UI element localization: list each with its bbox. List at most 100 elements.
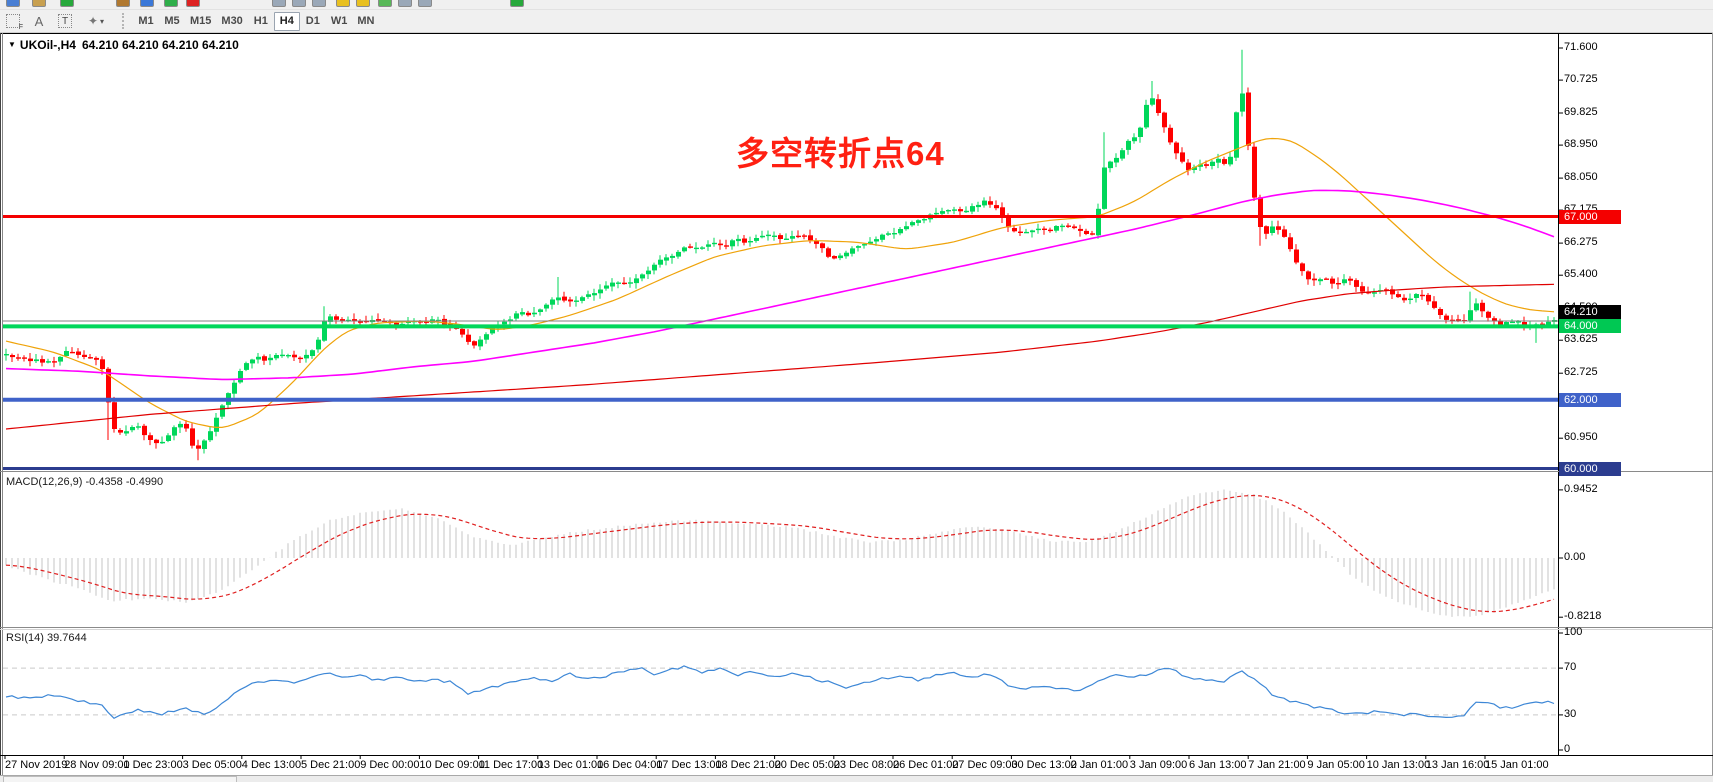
clipped-toolbar-icon[interactable]: [312, 0, 326, 7]
time-tick-label: 5 Dec 21:00: [301, 759, 361, 771]
clipped-toolbar-icon[interactable]: [60, 0, 74, 7]
time-tick-label: 4 Dec 13:00: [241, 759, 302, 771]
time-tick-label: 9 Jan 05:00: [1307, 759, 1365, 771]
current-price-label: 64.210: [1559, 304, 1621, 319]
clipped-toolbar-icon[interactable]: [378, 0, 392, 7]
clipped-toolbar-icon[interactable]: [356, 0, 370, 7]
price-line-label: 67.000: [1559, 209, 1621, 224]
rsi-name: RSI(14): [6, 632, 44, 644]
price-tick-label: 68.050: [1564, 171, 1598, 184]
time-tick-label: 9 Dec 00:00: [360, 759, 420, 771]
chart-window: ▼ UKOil-,H4 64.210 64.210 64.210 64.210 多空…: [0, 33, 1713, 782]
chart-quote-values: 64.210 64.210 64.210 64.210: [81, 38, 239, 52]
timeframe-button-d1[interactable]: D1: [305, 15, 320, 27]
time-tick-label: 13 Jan 16:00: [1425, 759, 1490, 771]
window-bottom-strip: [0, 775, 1713, 782]
text-tool-label: T: [61, 15, 69, 27]
rsi-tick-label: 0: [1564, 743, 1571, 755]
chevron-down-icon: ▾: [100, 16, 105, 26]
price-tick-label: 65.400: [1564, 268, 1598, 281]
price-tick-label: 63.625: [1564, 333, 1598, 346]
time-tick-label: 27 Nov 2019: [5, 759, 68, 771]
macd-value-signal: -0.4990: [125, 476, 164, 488]
macd-indicator-label: MACD(12,26,9) -0.4358 -0.4990: [6, 476, 163, 488]
symbol-dropdown-icon[interactable]: ▼: [8, 40, 16, 49]
chart-canvas[interactable]: [0, 33, 1713, 782]
clipped-toolbar-icon[interactable]: [398, 0, 412, 7]
shapes-icon: ✦: [87, 14, 99, 28]
clipped-toolbar-icon[interactable]: [164, 0, 178, 7]
clipped-toolbar-icon[interactable]: [32, 0, 46, 7]
price-line-label: 62.000: [1559, 392, 1621, 407]
timeframe-button-m5[interactable]: M5: [164, 15, 180, 27]
shapes-tool-button[interactable]: ✦ ▾: [79, 12, 113, 31]
price-tick-label: 68.950: [1564, 138, 1598, 151]
time-tick-label: 27 Dec 09:00: [952, 759, 1018, 771]
time-tick-label: 2 Jan 01:00: [1070, 759, 1129, 771]
toolbar: F A T ✦ ▾ M1 M5 M15 M30 H1 H4 D1 W1 MN: [0, 10, 1713, 33]
time-tick-label: 1 Dec 23:00: [123, 759, 183, 771]
chart-tab-stub[interactable]: [3, 776, 237, 782]
price-tick-label: 60.950: [1564, 431, 1598, 444]
price-line-label: 60.000: [1559, 462, 1621, 476]
chart-symbol-label: UKOil-,H4: [19, 38, 76, 52]
timeframe-button-w1[interactable]: W1: [330, 15, 348, 27]
timeframe-button-m15[interactable]: M15: [190, 15, 212, 27]
macd-value-main: -0.4358: [85, 476, 123, 488]
time-tick-label: 15 Jan 01:00: [1485, 759, 1549, 771]
time-tick-label: 28 Nov 09:00: [64, 759, 130, 771]
clipped-toolbar-icon[interactable]: [336, 0, 350, 7]
time-tick-label: 10 Dec 09:00: [419, 759, 485, 771]
rsi-indicator-label: RSI(14) 39.7644: [6, 632, 87, 644]
arrow-label-icon: A: [34, 13, 44, 29]
clipped-toolbar-icon[interactable]: [292, 0, 306, 7]
grid-icon: F: [6, 14, 23, 31]
clipped-toolbar-icon[interactable]: [6, 0, 20, 7]
macd-name: MACD(12,26,9): [6, 476, 83, 488]
time-tick-label: 11 Dec 17:00: [478, 759, 544, 771]
price-tick-label: 70.725: [1564, 73, 1598, 86]
timeframe-button-m30[interactable]: M30: [221, 15, 243, 27]
time-tick-label: 16 Dec 04:00: [597, 759, 663, 771]
time-tick-label: 23 Dec 08:00: [833, 759, 900, 771]
clipped-toolbar-icon[interactable]: [272, 0, 286, 7]
time-tick-label: 17 Dec 13:00: [656, 759, 722, 771]
time-tick-label: 3 Dec 05:00: [182, 759, 242, 771]
time-tick-label: 20 Dec 05:00: [774, 759, 841, 771]
price-tick-label: 71.600: [1564, 41, 1598, 53]
macd-tick-label: 0.00: [1564, 551, 1586, 563]
price-line-label: 64.000: [1559, 319, 1621, 334]
chart-title-overlay: ▼ UKOil-,H4 64.210 64.210 64.210 64.210: [8, 38, 239, 52]
clipped-toolbar-icon[interactable]: [510, 0, 524, 7]
time-tick-label: 3 Jan 09:00: [1129, 759, 1188, 771]
price-tick-label: 69.825: [1564, 106, 1598, 119]
macd-tick-label: 0.9452: [1564, 482, 1598, 495]
toolbar-grip[interactable]: [122, 13, 129, 29]
time-tick-label: 7 Jan 21:00: [1248, 759, 1306, 771]
timeframe-button-m1[interactable]: M1: [138, 15, 154, 27]
clipped-toolbar-icon[interactable]: [116, 0, 130, 7]
text-icon: T: [58, 14, 72, 28]
text-tool-button[interactable]: T: [53, 12, 77, 31]
crosshair-grid-tool-button[interactable]: F: [1, 12, 25, 31]
rsi-tick-label: 30: [1564, 707, 1577, 720]
clipped-toolbar-icon[interactable]: [140, 0, 154, 7]
timeframe-button-h1[interactable]: H1: [253, 15, 268, 27]
timeframe-button-h4[interactable]: H4: [273, 11, 300, 31]
time-tick-label: 13 Dec 01:00: [537, 759, 604, 771]
rsi-tick-label: 100: [1564, 626, 1583, 638]
top-toolbar-clipped: [0, 0, 1713, 10]
clipped-toolbar-icon[interactable]: [186, 0, 200, 7]
macd-tick-label: -0.8218: [1564, 610, 1602, 623]
time-tick-label: 18 Dec 21:00: [715, 759, 781, 771]
timeframe-button-mn[interactable]: MN: [357, 15, 375, 27]
cursor-tool-button[interactable]: A: [27, 12, 51, 31]
time-tick-label: 26 Dec 01:00: [893, 759, 959, 771]
clipped-toolbar-icon[interactable]: [418, 0, 432, 7]
chart-annotation-text: 多空转折点64: [736, 135, 945, 172]
time-tick-label: 30 Dec 13:00: [1011, 759, 1077, 771]
price-tick-label: 62.725: [1564, 366, 1598, 379]
grid-sub-label: F: [18, 24, 23, 31]
rsi-value: 39.7644: [46, 632, 87, 644]
